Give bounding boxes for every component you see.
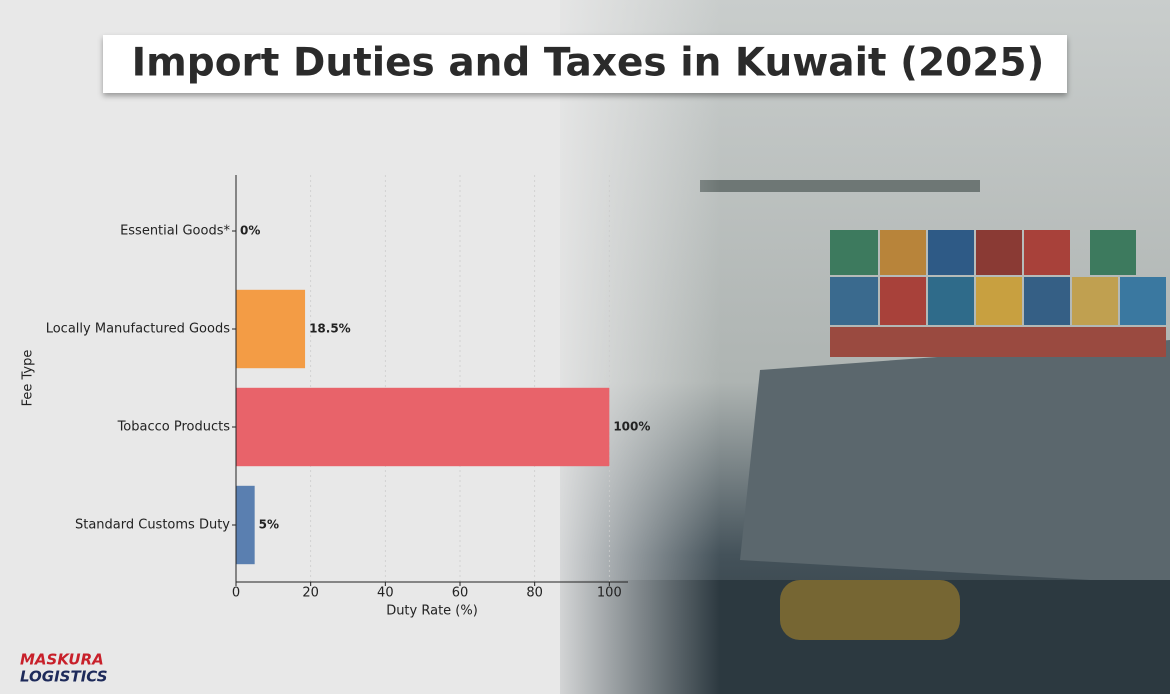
value-label: 0% [240,224,260,238]
x-tick-label: 80 [526,586,543,601]
y-tick-label: Tobacco Products [117,420,231,435]
photo [540,0,1170,694]
bollard [780,580,960,640]
bar [236,289,306,369]
logo: MASKURA LOGISTICS [20,651,108,686]
x-tick-label: 60 [452,586,469,601]
x-tick-label: 40 [377,586,394,601]
x-tick-label: 100 [597,586,622,601]
y-tick-label: Essential Goods* [120,224,230,239]
logo-line1: MASKURA [20,651,104,669]
value-label: 18.5% [309,322,351,336]
value-label: 5% [259,518,279,532]
logo-line2: LOGISTICS [20,668,108,686]
y-axis-label: Fee Type [21,350,36,407]
ship-hull [740,340,1170,580]
bar [236,485,255,565]
value-label: 100% [613,420,650,434]
y-tick-label: Locally Manufactured Goods [46,322,230,337]
y-tick-label: Standard Customs Duty [75,518,230,533]
bar [236,387,610,467]
x-tick-label: 20 [302,586,319,601]
crane [700,180,980,192]
photo-fade [540,0,720,694]
x-tick-label: 0 [232,586,240,601]
containers [830,230,1166,357]
title-box [103,35,1067,93]
x-axis-label: Duty Rate (%) [386,604,478,619]
chart-title: Import Duties and Taxes in Kuwait (2025) [132,41,1045,86]
